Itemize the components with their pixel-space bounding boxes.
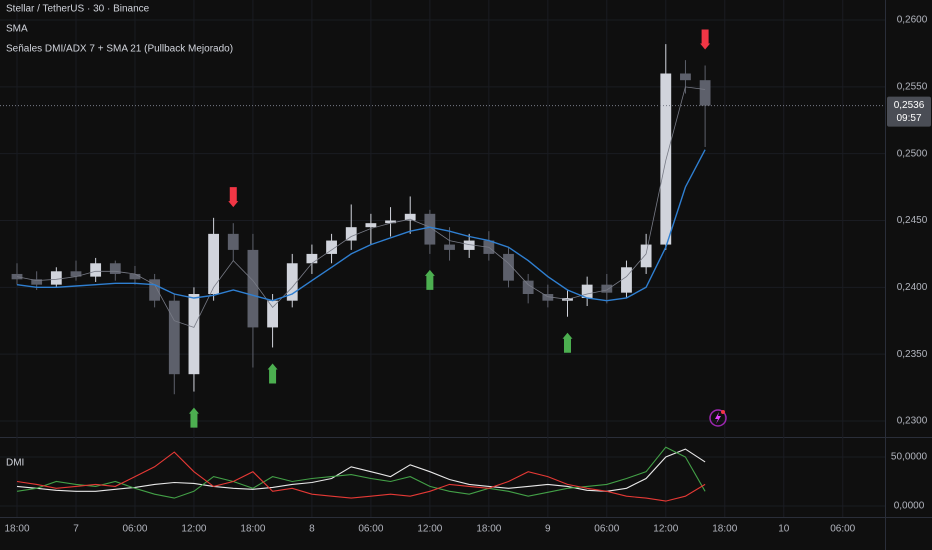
candle-body bbox=[306, 253, 318, 264]
x-tick-label: 06:00 bbox=[122, 524, 147, 535]
candle-body bbox=[129, 273, 141, 280]
indicator-line bbox=[16, 446, 706, 499]
buy-signal bbox=[562, 332, 573, 353]
candle-body bbox=[188, 294, 200, 375]
indicator-line bbox=[16, 451, 706, 502]
candle-body bbox=[267, 300, 278, 328]
y-tick-label: 0,2500 bbox=[897, 148, 928, 159]
y-tick-label: 0,2350 bbox=[897, 349, 928, 360]
y-tick-label: 0,2600 bbox=[897, 15, 928, 26]
symbol-title: Stellar / TetherUS · 30 · Binance bbox=[6, 4, 150, 15]
y-tick-label: 0,2400 bbox=[897, 282, 928, 293]
buy-signal bbox=[267, 363, 278, 384]
candle-body bbox=[404, 213, 416, 221]
sell-signal bbox=[228, 187, 239, 208]
candle-body bbox=[109, 263, 121, 274]
x-tick-label: 06:00 bbox=[594, 524, 619, 535]
y-tick-label: 50,0000 bbox=[891, 452, 928, 463]
y-tick-label: 0,2300 bbox=[897, 416, 928, 427]
candle-body bbox=[463, 240, 475, 250]
overlay-line bbox=[16, 149, 706, 302]
x-tick-label: 06:00 bbox=[358, 524, 383, 535]
candle-body bbox=[31, 279, 43, 285]
indicator-title: DMI bbox=[6, 458, 24, 469]
candle-body bbox=[365, 223, 377, 228]
x-tick-label: 18:00 bbox=[476, 524, 501, 535]
y-tick-label: 0,2550 bbox=[897, 82, 928, 93]
candle-body bbox=[208, 233, 220, 295]
candle-body bbox=[640, 244, 652, 268]
candle-body bbox=[581, 284, 593, 299]
candle-body bbox=[50, 271, 62, 285]
candle-body bbox=[385, 220, 396, 224]
candle-body bbox=[522, 280, 534, 295]
candle-body bbox=[680, 73, 691, 81]
x-tick-label: 18:00 bbox=[712, 524, 737, 535]
candle-body bbox=[345, 227, 357, 241]
buy-signal bbox=[188, 407, 199, 428]
x-tick-label: 12:00 bbox=[653, 524, 678, 535]
price-tag-value: 0,2536 bbox=[894, 100, 925, 111]
overlay-line bbox=[16, 86, 706, 328]
candle-body bbox=[168, 300, 180, 375]
x-tick-label: 18:00 bbox=[240, 524, 265, 535]
x-tick-label: 18:00 bbox=[4, 524, 29, 535]
x-tick-label: 7 bbox=[73, 524, 79, 535]
candle-body bbox=[503, 253, 514, 281]
sell-signal bbox=[700, 29, 711, 50]
candle-body bbox=[699, 80, 711, 106]
candle-body bbox=[70, 271, 82, 277]
x-tick-label: 10 bbox=[778, 524, 790, 535]
candle-body bbox=[90, 263, 102, 277]
x-tick-label: 06:00 bbox=[830, 524, 855, 535]
candle-body bbox=[621, 267, 632, 293]
candle-body bbox=[424, 213, 436, 245]
price-tag bbox=[887, 96, 931, 127]
legend-entry: Señales DMI/ADX 7 + SMA 21 (Pullback Mej… bbox=[6, 44, 233, 55]
countdown: 09:57 bbox=[896, 113, 921, 124]
x-tick-label: 9 bbox=[545, 524, 551, 535]
candle-body bbox=[444, 244, 455, 250]
candle-body bbox=[227, 233, 239, 250]
candle-body bbox=[149, 279, 161, 301]
x-tick-label: 8 bbox=[309, 524, 315, 535]
candle-body bbox=[247, 249, 259, 328]
buy-signal bbox=[424, 269, 435, 290]
candle-body bbox=[286, 263, 298, 301]
y-tick-label: 0,2450 bbox=[897, 215, 928, 226]
candle-body bbox=[542, 294, 554, 301]
legend-entry: SMA bbox=[6, 24, 28, 35]
y-tick-label: 0,0000 bbox=[894, 501, 925, 512]
plot-area bbox=[0, 0, 885, 517]
x-tick-label: 12:00 bbox=[417, 524, 442, 535]
candle-body bbox=[326, 240, 337, 254]
x-tick-label: 12:00 bbox=[181, 524, 206, 535]
flash-icon bbox=[709, 409, 727, 427]
candle-body bbox=[601, 284, 613, 293]
